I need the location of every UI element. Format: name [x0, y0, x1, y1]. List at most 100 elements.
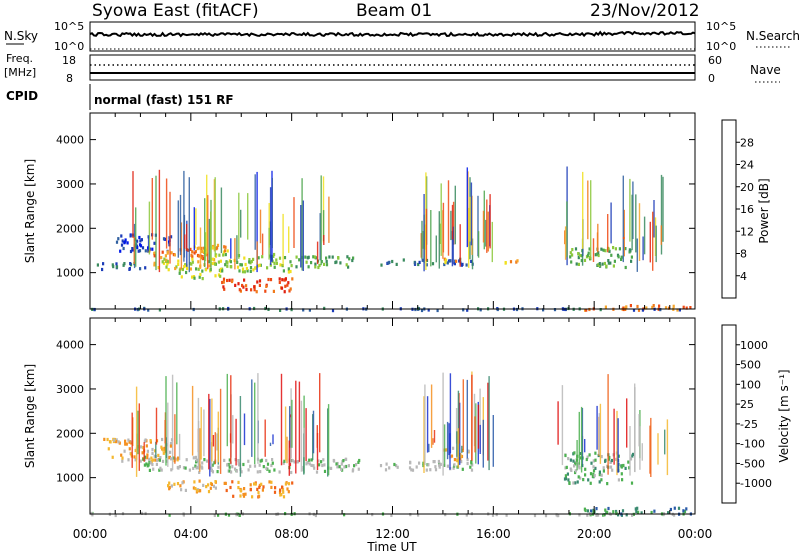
heatmap-cell	[113, 438, 116, 442]
y-tick-label: 1000	[56, 472, 84, 485]
heatmap-streak	[199, 227, 202, 269]
heatmap-streak	[623, 209, 625, 257]
heatmap-cell	[461, 467, 464, 471]
heatmap-cell	[307, 265, 310, 269]
heatmap-cell	[223, 458, 226, 462]
heatmap-cell	[198, 479, 201, 483]
heatmap-streak	[660, 174, 663, 255]
heatmap-streak	[230, 238, 232, 259]
heatmap-cell	[542, 308, 545, 312]
heatmap-cell	[287, 270, 290, 274]
heatmap-cell	[161, 260, 164, 264]
heatmap-cell	[267, 277, 270, 282]
heatmap-cell	[208, 264, 211, 268]
heatmap-cell	[592, 459, 595, 463]
heatmap-cell	[577, 252, 580, 256]
heatmap-streak	[438, 211, 440, 269]
heatmap-cell	[630, 259, 633, 263]
heatmap-streak	[235, 418, 237, 466]
heatmap-streak	[638, 203, 641, 261]
heatmap-cell	[609, 261, 612, 265]
heatmap-cell	[612, 264, 615, 268]
heatmap-cell	[606, 482, 609, 486]
heatmap-cell	[641, 308, 644, 312]
heatmap-cell	[408, 466, 412, 470]
heatmap-streak	[482, 210, 485, 243]
heatmap-cell	[230, 279, 234, 284]
heatmap-cell	[295, 265, 298, 269]
heatmap-cell	[353, 464, 356, 468]
heatmap-cell	[200, 250, 204, 254]
heatmap-cell	[228, 278, 231, 282]
heatmap-streak	[457, 428, 459, 468]
heatmap-cell	[564, 466, 567, 470]
heatmap-streak	[243, 413, 246, 446]
heatmap-streak	[300, 400, 303, 472]
heatmap-cell	[421, 258, 424, 262]
heatmap-cell	[138, 249, 142, 253]
heatmap-cell	[214, 480, 217, 484]
heatmap-cell	[388, 260, 391, 264]
heatmap-cell	[574, 462, 577, 466]
heatmap-cell	[312, 464, 315, 468]
heatmap-cell	[615, 457, 618, 461]
heatmap-cell	[136, 246, 139, 250]
heatmap-cell	[346, 255, 349, 259]
heatmap-cell	[249, 261, 252, 265]
heatmap-cell	[122, 246, 125, 251]
heatmap-cell	[177, 259, 180, 263]
heatmap-cell	[162, 261, 166, 265]
heatmap-cell	[553, 308, 557, 312]
heatmap-cell	[667, 511, 670, 515]
heatmap-cell	[595, 513, 598, 517]
heatmap-cell	[291, 277, 294, 281]
heatmap-cell	[202, 246, 205, 250]
heatmap-cell	[396, 465, 399, 469]
heatmap-cell	[184, 466, 187, 470]
heatmap-streak	[200, 407, 202, 460]
heatmap-cell	[410, 468, 413, 472]
heatmap-cell	[438, 463, 441, 467]
heatmap-cell	[167, 484, 170, 488]
heatmap-cell	[129, 452, 133, 456]
heatmap-cell	[91, 513, 94, 517]
heatmap-cell	[170, 235, 173, 239]
heatmap-streak	[448, 423, 450, 456]
heatmap-cell	[186, 266, 189, 271]
heatmap-streak	[587, 180, 589, 240]
heatmap-cell	[158, 468, 161, 472]
heatmap-cell	[651, 305, 654, 309]
heatmap-streak	[456, 431, 458, 457]
heatmap-cell	[243, 487, 246, 491]
heatmap-cell	[592, 469, 596, 473]
heatmap-streak	[634, 387, 636, 473]
heatmap-cell	[224, 263, 227, 267]
heatmap-cell	[251, 495, 254, 499]
heatmap-cell	[273, 468, 276, 472]
heatmap-cell	[162, 448, 165, 452]
heatmap-cell	[141, 451, 144, 455]
heatmap-streak	[454, 185, 456, 245]
velocity-cells	[90, 371, 692, 518]
heatmap-streak	[226, 373, 228, 447]
heatmap-streak	[470, 182, 473, 246]
heatmap-cell	[607, 261, 610, 265]
heatmap-cell	[597, 513, 600, 517]
heatmap-streak	[607, 214, 609, 253]
heatmap-cell	[321, 463, 324, 468]
heatmap-streak	[655, 225, 657, 263]
colorbar-tick-label: -25	[740, 418, 758, 431]
heatmap-cell	[228, 465, 231, 469]
heatmap-cell	[127, 458, 130, 462]
heatmap-cell	[191, 260, 194, 264]
heatmap-streak	[631, 194, 633, 251]
date-title: 23/Nov/2012	[590, 1, 700, 21]
heatmap-cell	[604, 508, 607, 512]
heatmap-cell	[418, 461, 421, 465]
heatmap-streak	[174, 414, 176, 464]
heatmap-cell	[246, 269, 249, 273]
heatmap-cell	[293, 460, 296, 464]
heatmap-cell	[117, 440, 120, 444]
heatmap-cell	[101, 267, 104, 272]
heatmap-streak	[459, 402, 461, 465]
